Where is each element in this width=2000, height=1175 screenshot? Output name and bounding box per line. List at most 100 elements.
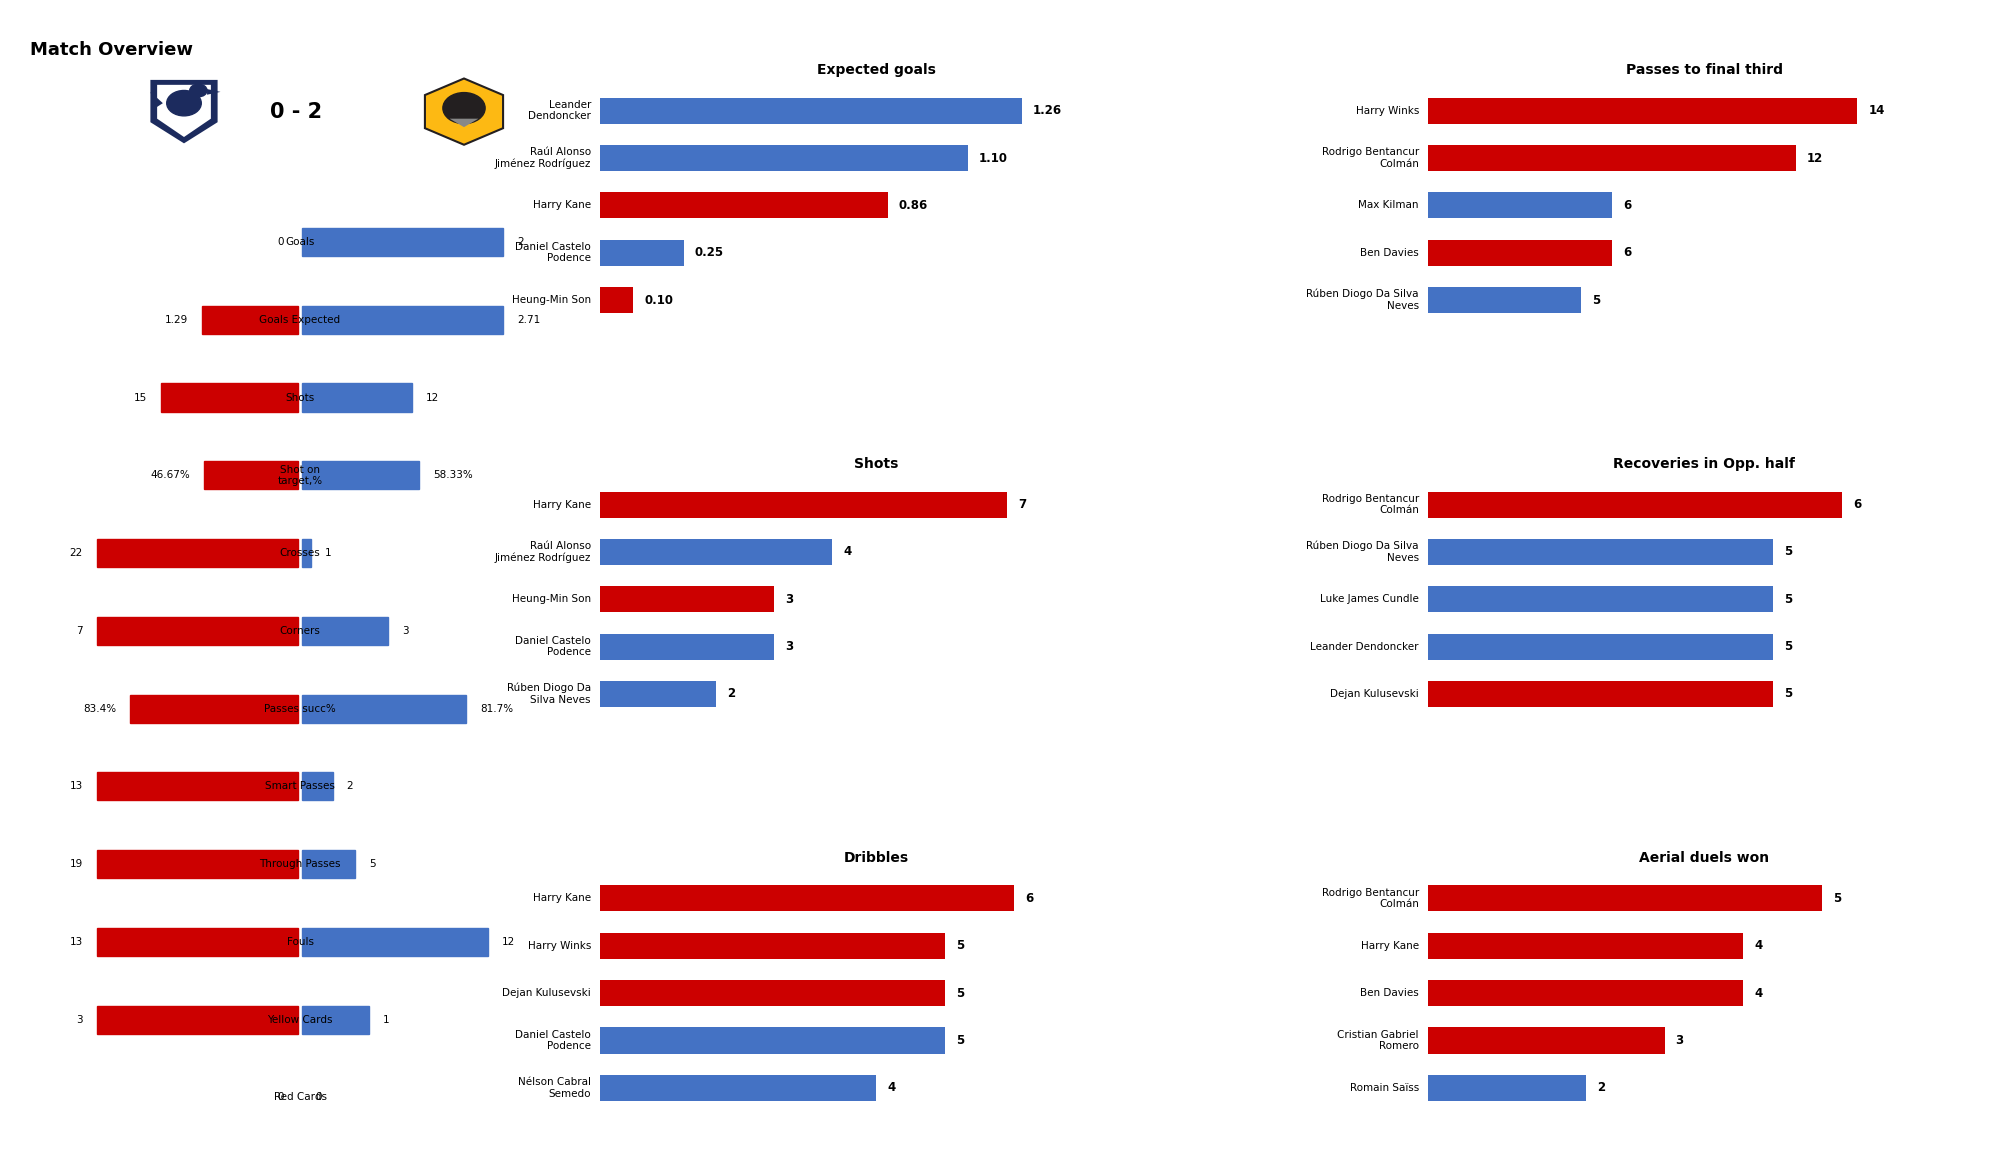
Text: 2: 2 bbox=[728, 687, 736, 700]
Bar bbox=[302, 928, 488, 956]
Text: 1.26: 1.26 bbox=[1032, 105, 1062, 118]
Bar bbox=[96, 539, 298, 568]
Bar bbox=[600, 586, 774, 612]
Text: 5: 5 bbox=[1592, 294, 1600, 307]
Title: Expected goals: Expected goals bbox=[816, 63, 936, 76]
Circle shape bbox=[190, 85, 208, 96]
Polygon shape bbox=[158, 85, 210, 137]
Text: 0.10: 0.10 bbox=[644, 294, 674, 307]
Bar bbox=[96, 850, 298, 878]
Title: Aerial duels won: Aerial duels won bbox=[1638, 851, 1770, 865]
Text: Shot on
target,%: Shot on target,% bbox=[278, 464, 322, 486]
Text: Red Cards: Red Cards bbox=[274, 1093, 326, 1102]
Text: 7: 7 bbox=[1018, 498, 1026, 511]
Text: Shots: Shots bbox=[286, 392, 314, 403]
Bar bbox=[96, 617, 298, 645]
Polygon shape bbox=[150, 92, 162, 108]
Text: 83.4%: 83.4% bbox=[84, 704, 116, 713]
Circle shape bbox=[166, 90, 202, 116]
Bar bbox=[302, 306, 504, 334]
Text: 5: 5 bbox=[1834, 892, 1842, 905]
Text: 0: 0 bbox=[278, 1093, 284, 1102]
Text: 12: 12 bbox=[426, 392, 438, 403]
Bar bbox=[302, 617, 388, 645]
Text: Fouls: Fouls bbox=[286, 936, 314, 947]
Text: 14: 14 bbox=[1868, 105, 1884, 118]
Text: 6: 6 bbox=[1854, 498, 1862, 511]
Bar bbox=[302, 228, 504, 256]
Text: Smart Passes: Smart Passes bbox=[266, 781, 334, 792]
Bar bbox=[302, 772, 332, 800]
Bar bbox=[130, 694, 298, 723]
Bar bbox=[1428, 586, 1774, 612]
Text: 0 - 2: 0 - 2 bbox=[270, 101, 322, 122]
Bar bbox=[1428, 980, 1744, 1006]
Bar bbox=[1428, 240, 1612, 266]
Polygon shape bbox=[150, 80, 218, 143]
Text: 13: 13 bbox=[70, 936, 82, 947]
Text: 3: 3 bbox=[1676, 1034, 1684, 1047]
Text: 6: 6 bbox=[1624, 199, 1632, 212]
Text: 12: 12 bbox=[502, 936, 516, 947]
Text: 2: 2 bbox=[1596, 1081, 1604, 1094]
Text: 3: 3 bbox=[402, 626, 408, 636]
Text: Passes succ%: Passes succ% bbox=[264, 704, 336, 713]
Bar bbox=[600, 287, 634, 313]
Bar bbox=[600, 633, 774, 659]
Bar bbox=[600, 539, 832, 565]
Bar bbox=[600, 933, 946, 959]
Text: 1.29: 1.29 bbox=[166, 315, 188, 324]
Title: Dribbles: Dribbles bbox=[844, 851, 908, 865]
Bar bbox=[1428, 633, 1774, 659]
Bar bbox=[600, 1027, 946, 1054]
Bar bbox=[202, 306, 298, 334]
Text: 3: 3 bbox=[786, 640, 794, 653]
Text: 58.33%: 58.33% bbox=[434, 470, 474, 481]
Bar bbox=[1428, 933, 1744, 959]
Bar bbox=[302, 850, 354, 878]
Text: Through Passes: Through Passes bbox=[260, 859, 340, 870]
Text: 3: 3 bbox=[76, 1015, 82, 1025]
Text: 81.7%: 81.7% bbox=[480, 704, 514, 713]
Text: 5: 5 bbox=[956, 939, 964, 952]
Bar bbox=[160, 383, 298, 411]
Text: 5: 5 bbox=[1784, 545, 1792, 558]
Bar bbox=[600, 193, 888, 219]
Bar bbox=[600, 491, 1006, 517]
Title: Shots: Shots bbox=[854, 457, 898, 471]
Bar bbox=[600, 980, 946, 1006]
Text: 4: 4 bbox=[1754, 987, 1762, 1000]
Bar bbox=[96, 772, 298, 800]
Bar bbox=[1428, 491, 1842, 517]
Polygon shape bbox=[450, 119, 478, 127]
Bar bbox=[1428, 1027, 1664, 1054]
Text: 13: 13 bbox=[70, 781, 82, 792]
Text: 19: 19 bbox=[70, 859, 82, 870]
Text: 2.71: 2.71 bbox=[518, 315, 540, 324]
Bar bbox=[204, 462, 298, 490]
Bar bbox=[96, 928, 298, 956]
Text: 4: 4 bbox=[1754, 939, 1762, 952]
Text: 4: 4 bbox=[888, 1081, 896, 1094]
Text: 5: 5 bbox=[368, 859, 376, 870]
Text: 46.67%: 46.67% bbox=[150, 470, 190, 481]
Text: Goals: Goals bbox=[286, 237, 314, 247]
Text: 15: 15 bbox=[134, 392, 146, 403]
Bar bbox=[302, 383, 412, 411]
Text: Match Overview: Match Overview bbox=[30, 41, 192, 59]
Bar bbox=[1428, 539, 1774, 565]
Bar bbox=[600, 886, 1014, 912]
Text: 22: 22 bbox=[70, 548, 82, 558]
Bar bbox=[96, 1006, 298, 1034]
Bar bbox=[1428, 1075, 1586, 1101]
Text: 5: 5 bbox=[956, 1034, 964, 1047]
Title: Recoveries in Opp. half: Recoveries in Opp. half bbox=[1614, 457, 1794, 471]
Bar bbox=[600, 98, 1022, 123]
Bar bbox=[302, 539, 310, 568]
Text: Corners: Corners bbox=[280, 626, 320, 636]
Text: 3: 3 bbox=[786, 592, 794, 606]
Text: 2: 2 bbox=[518, 237, 524, 247]
Text: 1: 1 bbox=[382, 1015, 390, 1025]
Bar bbox=[302, 1006, 368, 1034]
Text: 4: 4 bbox=[844, 545, 852, 558]
